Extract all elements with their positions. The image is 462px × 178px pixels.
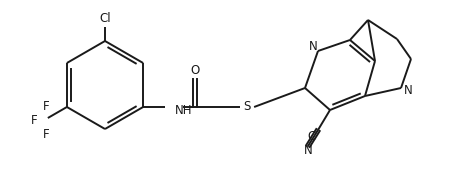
Text: N: N [404, 85, 413, 98]
Text: F: F [30, 114, 37, 127]
Text: S: S [243, 101, 251, 114]
Text: N: N [304, 143, 312, 156]
Text: NH: NH [175, 103, 193, 116]
Text: Cl: Cl [99, 12, 111, 25]
Text: O: O [190, 64, 200, 77]
Text: N: N [309, 40, 317, 53]
Text: F: F [43, 100, 49, 112]
Text: F: F [43, 127, 49, 140]
Text: C: C [308, 130, 316, 143]
